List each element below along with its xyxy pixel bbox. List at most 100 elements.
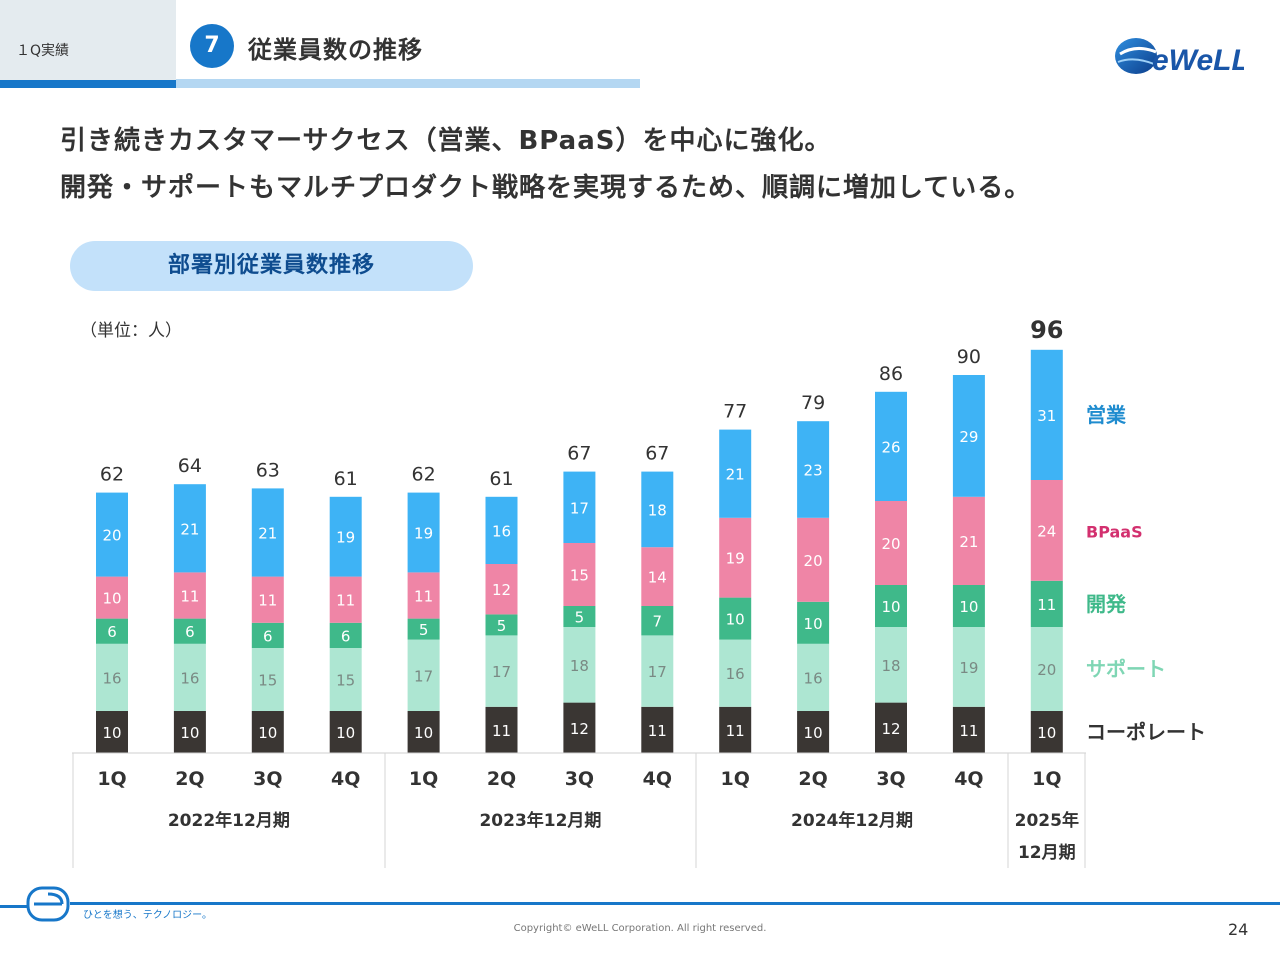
data-label-bpaas: 12: [492, 581, 511, 599]
lead-line-2: 開発・サポートもマルチプロダクト戦略を実現するため、順調に増加している。: [60, 173, 1032, 203]
bar-segment-sales: [329, 496, 362, 577]
data-label-dev: 10: [959, 598, 978, 616]
bar-segment-support: [875, 627, 907, 703]
data-label-support: 17: [414, 667, 433, 685]
data-label-corporate: 10: [1037, 724, 1056, 742]
bar-segment-dev: [485, 614, 518, 636]
bar-segment-dev: [563, 606, 596, 627]
bar-segment-corporate: [251, 711, 284, 753]
period-label: 2023年12月期: [479, 810, 601, 831]
data-label-sales: 17: [570, 499, 589, 517]
tick-label: 4Q: [954, 768, 983, 790]
tick-label: 1Q: [409, 768, 438, 790]
data-label-bpaas: 10: [102, 590, 121, 608]
unit-label: （単位：人）: [80, 321, 182, 341]
bar-segment-support: [797, 643, 830, 711]
data-label-dev: 6: [107, 623, 117, 641]
data-label-support: 16: [102, 669, 121, 687]
tick-label: 1Q: [97, 768, 126, 790]
footer-e-icon: [26, 886, 70, 922]
data-label-sales: 31: [1037, 407, 1056, 425]
bar-segment-dev: [719, 597, 752, 640]
bar-segment-corporate: [485, 706, 518, 753]
bar-segment-sales: [251, 488, 284, 577]
section-number-badge: 7: [190, 24, 234, 68]
bar-segment-support: [329, 648, 362, 711]
bar-segment-dev: [96, 618, 128, 644]
data-label-dev: 6: [341, 627, 351, 645]
data-label-bpaas: 21: [959, 533, 978, 551]
data-label-bpaas: 20: [881, 535, 900, 553]
data-label-bpaas: 15: [570, 567, 589, 585]
data-label-support: 16: [804, 669, 823, 687]
bar-segment-sales: [485, 496, 518, 564]
bar-segment-bpaas: [485, 564, 518, 615]
bar-segment-sales: [563, 471, 596, 543]
bar-segment-support: [96, 643, 128, 711]
bar-segment-corporate: [641, 706, 674, 753]
bar-segment-bpaas: [641, 547, 674, 606]
data-label-bpaas: 14: [648, 569, 667, 587]
section-tag-box: [0, 0, 176, 80]
total-label: 62: [412, 464, 436, 486]
tick-label: 4Q: [331, 768, 360, 790]
data-label-corporate: 11: [648, 722, 667, 740]
bar-segment-bpaas: [251, 576, 284, 623]
bar-segment-bpaas: [952, 496, 985, 585]
bar-segment-sales: [875, 391, 907, 501]
bar-segment-bpaas: [719, 517, 752, 598]
data-label-corporate: 10: [414, 724, 433, 742]
bar-segment-corporate: [96, 711, 128, 753]
data-label-bpaas: 11: [414, 588, 433, 606]
total-label: 77: [723, 401, 747, 423]
data-label-sales: 29: [959, 428, 978, 446]
bar-segment-sales: [1030, 349, 1063, 480]
bar-segment-dev: [251, 622, 284, 648]
total-label: 86: [879, 363, 903, 385]
tick-label: 2Q: [487, 768, 516, 790]
data-label-bpaas: 11: [180, 588, 199, 606]
data-label-bpaas: 11: [336, 592, 355, 610]
bar-segment-sales: [96, 492, 128, 577]
tick-label: 3Q: [253, 768, 282, 790]
chart-title-pill: 部署別従業員数推移: [70, 241, 473, 291]
bar-segment-corporate: [952, 706, 985, 753]
data-label-corporate: 12: [570, 720, 589, 738]
data-label-sales: 19: [336, 529, 355, 547]
total-label: 90: [957, 346, 981, 368]
data-label-corporate: 11: [726, 722, 745, 740]
data-label-corporate: 10: [258, 724, 277, 742]
bar-segment-sales: [952, 375, 985, 497]
legend-support: サポート: [1086, 657, 1166, 681]
bar-segment-support: [251, 648, 284, 711]
header-light-bar: [176, 79, 640, 88]
header-accent-bar: [0, 80, 176, 88]
data-label-support: 15: [258, 672, 277, 690]
data-label-support: 19: [959, 659, 978, 677]
bar-segment-dev: [407, 618, 440, 640]
bar-segment-corporate: [563, 702, 596, 753]
data-label-dev: 6: [185, 623, 195, 641]
data-label-corporate: 11: [492, 722, 511, 740]
bar-segment-support: [563, 627, 596, 703]
section-title: 従業員数の推移: [248, 36, 423, 64]
section-tag: １Q実績: [16, 43, 70, 59]
data-label-sales: 20: [102, 527, 121, 545]
bar-segment-bpaas: [407, 572, 440, 619]
total-label: 79: [801, 392, 825, 414]
legend-sales: 営業: [1086, 403, 1127, 427]
data-label-dev: 6: [263, 627, 273, 645]
bar-segment-support: [173, 643, 206, 711]
bar-segment-bpaas: [563, 543, 596, 606]
footer-line: [70, 902, 1280, 905]
data-label-corporate: 12: [881, 720, 900, 738]
bar-segment-support: [952, 627, 985, 707]
data-label-dev: 5: [497, 617, 507, 635]
bar-segment-bpaas: [797, 517, 830, 602]
data-label-sales: 16: [492, 522, 511, 540]
data-label-support: 17: [648, 663, 667, 681]
bar-segment-dev: [875, 585, 907, 627]
footer-tagline: ひとを想う、テクノロジー。: [83, 910, 212, 921]
total-label: 61: [489, 468, 513, 490]
data-label-dev: 10: [881, 598, 900, 616]
